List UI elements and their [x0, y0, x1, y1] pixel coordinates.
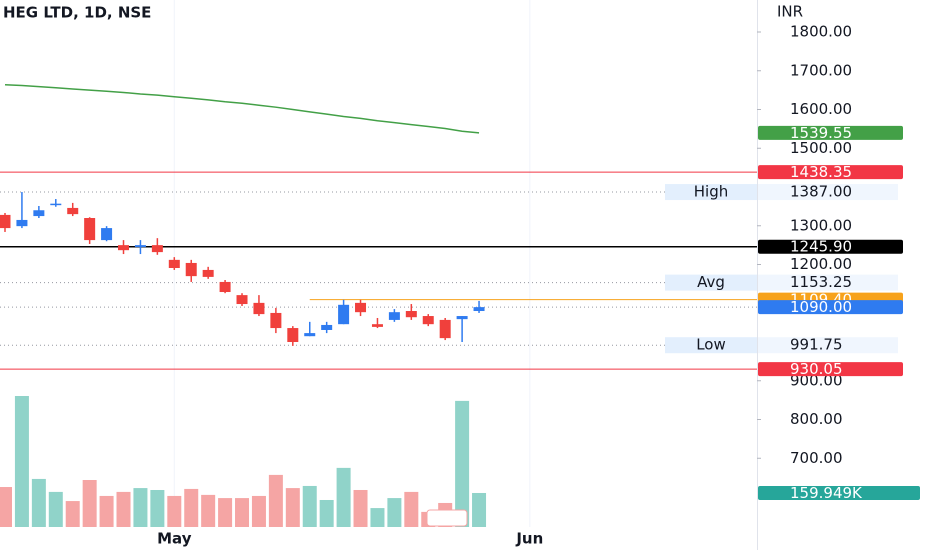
- stat-value: 1387.00: [790, 183, 852, 201]
- candle-body: [0, 214, 11, 229]
- candle-body: [253, 302, 265, 315]
- chart-title: HEG LTD, 1D, NSE: [3, 4, 151, 22]
- x-tick-label: Jun: [515, 530, 543, 548]
- candle-body: [439, 319, 451, 339]
- candle-body: [388, 312, 400, 320]
- y-tick-label: 1800.00: [790, 23, 852, 41]
- price-label-box: [758, 165, 903, 180]
- candle-body: [304, 333, 316, 337]
- candle-body: [101, 228, 113, 241]
- volume-bar: [302, 485, 317, 527]
- volume-bar: [285, 488, 300, 527]
- volume-bar: [65, 501, 80, 527]
- candle-body: [168, 259, 180, 268]
- candle-body: [202, 269, 214, 277]
- y-tick-label: 1500.00: [790, 139, 852, 157]
- stat-name-box: [665, 274, 757, 291]
- volume-bar: [82, 480, 97, 527]
- stat-value-box: [758, 337, 898, 354]
- y-tick-label: 1300.00: [790, 216, 852, 234]
- price-label: 1245.90: [790, 238, 852, 256]
- stat-name: High: [694, 183, 728, 201]
- volume-bar: [201, 494, 216, 527]
- volume-bar: [0, 487, 12, 527]
- x-tick-label: May: [157, 530, 192, 548]
- candle-body: [50, 203, 62, 206]
- price-label-box: [758, 239, 903, 254]
- candle-body: [473, 307, 485, 312]
- y-tick-label: 1200.00: [790, 255, 852, 273]
- volume-bar: [370, 508, 385, 527]
- volume-bar: [218, 498, 233, 527]
- candle-body: [456, 316, 468, 320]
- stat-value-box: [758, 274, 898, 291]
- stat-name: Low: [696, 336, 726, 354]
- candle-body: [338, 304, 350, 325]
- price-label: 1090.00: [790, 298, 852, 316]
- volume-bar: [472, 492, 487, 527]
- stat-value: 991.75: [790, 336, 843, 354]
- volume-label: 159.949K: [790, 484, 863, 502]
- candle-body: [67, 207, 79, 215]
- candle-body: [16, 219, 28, 227]
- volume-bar: [184, 488, 199, 527]
- candle-body: [355, 302, 367, 313]
- stat-name-box: [665, 337, 757, 354]
- candle-body: [270, 312, 282, 329]
- volume-bar: [336, 467, 351, 527]
- price-label: 1438.35: [790, 163, 852, 181]
- volume-bar: [387, 498, 402, 527]
- y-tick-label: 1600.00: [790, 100, 852, 118]
- volume-bar: [268, 474, 283, 527]
- ma-label-box: [758, 125, 903, 140]
- volume-bar: [14, 396, 29, 527]
- candle-body: [287, 328, 299, 343]
- candle-body: [422, 316, 434, 325]
- volume-bar: [150, 489, 165, 527]
- candle-body: [185, 262, 197, 277]
- volume-bar: [455, 400, 470, 527]
- price-label-box: [758, 362, 903, 377]
- ma-label: 1539.55: [790, 124, 852, 142]
- volume-bar: [31, 478, 46, 527]
- stat-value-box: [758, 184, 898, 201]
- candle-body: [118, 245, 130, 251]
- volume-bar: [319, 499, 334, 527]
- candle-body: [151, 245, 163, 253]
- stat-value: 1153.25: [790, 273, 852, 291]
- stat-name-box: [665, 184, 757, 201]
- candle-body: [321, 324, 333, 330]
- price-label-box: [758, 300, 903, 315]
- candle-body: [134, 245, 146, 248]
- volume-bar: [99, 495, 114, 527]
- volume-bar: [48, 491, 63, 527]
- stat-name: Avg: [697, 273, 725, 291]
- candle-body: [84, 218, 96, 241]
- currency: INR: [777, 3, 803, 21]
- moving-average: [4, 83, 480, 134]
- volume-bar: [235, 498, 250, 527]
- candle-body: [33, 210, 45, 217]
- price-label: 930.05: [790, 360, 843, 378]
- y-tick-label: 800.00: [790, 410, 843, 428]
- candle-body: [236, 295, 248, 305]
- volume-bar: [167, 495, 182, 527]
- candle-body: [219, 281, 231, 293]
- volume-bar: [133, 488, 148, 527]
- candle-body: [371, 324, 383, 327]
- y-tick-label: 1700.00: [790, 61, 852, 79]
- volume-label-box: [758, 485, 920, 500]
- y-tick-label: 700.00: [790, 449, 843, 467]
- volume-bar: [353, 489, 368, 527]
- volume-bar: [116, 491, 131, 527]
- candle-body: [405, 311, 417, 318]
- volume-bar: [404, 491, 419, 527]
- event-icon: [426, 509, 468, 527]
- volume-bar: [251, 495, 266, 527]
